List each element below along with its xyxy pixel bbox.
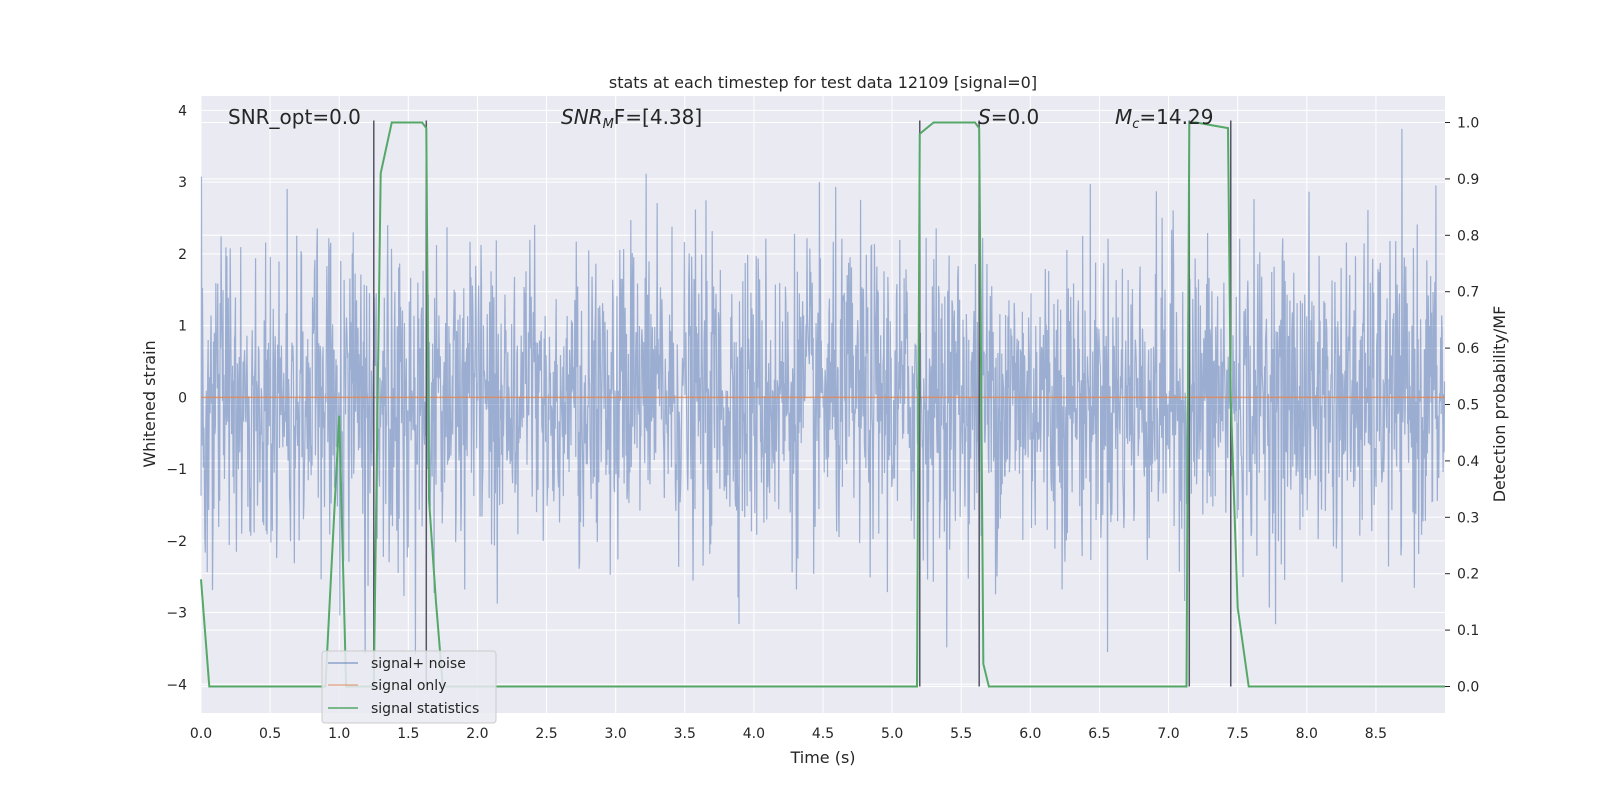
y-tick-label-right: 0.7 [1457,285,1479,301]
x-tick-label: 0.5 [259,726,281,742]
x-axis-label: Time (s) [789,748,855,767]
x-tick-label: 8.5 [1365,726,1387,742]
signal-noise-line [200,128,1446,655]
x-tick-label: 4.0 [743,726,765,742]
annotation-mc: Mc=14.29 [1115,105,1213,132]
legend: signal+ noise signal only signal statist… [321,650,497,724]
y-tick-label-left: −4 [166,677,187,693]
legend-label-signal-only: signal only [371,678,446,694]
y-tick-label-left: 3 [178,175,187,191]
legend-label-signal-noise: signal+ noise [371,656,466,672]
y-tick-label-left: −2 [166,534,187,550]
x-tick-label: 5.0 [881,726,903,742]
y-tick-label-left: 1 [178,319,187,335]
y-axis-label-right: Detection probability/MF [1490,306,1509,503]
x-tick-label: 2.5 [535,726,557,742]
y-tick-label-right: 0.3 [1457,510,1479,526]
x-tick-label: 3.5 [674,726,696,742]
annotation-snr-opt: SNR_opt=0.0 [228,105,361,129]
y-tick-label-right: 0.8 [1457,228,1479,244]
x-tick-label: 2.0 [466,726,488,742]
x-tick-label: 5.5 [950,726,972,742]
tick-labels: 0.0 0.5 1.0 1.5 2.0 2.5 3.0 3.5 4.0 4.5 5.0 5.5 6.0 6… [166,103,1479,742]
annotation-snr-mf-rest: F=[4.38] [614,105,702,129]
annotation-mc-rest: =14.29 [1139,105,1213,129]
y-tick-label-left: −1 [166,462,187,478]
signal-noise-series [200,128,1446,655]
y-tick-label-left: 2 [178,247,187,263]
x-tick-label: 4.5 [812,726,834,742]
x-tick-label: 8.0 [1296,726,1318,742]
annotation-snr-mf-sub: M [603,117,614,132]
y-tick-label-left: 4 [178,103,187,119]
y-tick-label-left: 0 [178,390,187,406]
x-tick-label: 7.5 [1227,726,1249,742]
signal-statistics-series [200,121,1445,688]
x-tick-label: 6.0 [1019,726,1041,742]
legend-label-signal-statistics: signal statistics [371,701,479,717]
annotation-s-rest: =0.0 [991,105,1040,129]
y-tick-label-right: 0.4 [1457,454,1479,470]
y-axis-label-left: Whitened strain [140,340,159,467]
y-tick-label-right: 0.6 [1457,341,1479,357]
annotation-s-italic: S [978,105,991,129]
chart-title: stats at each timestep for test data 121… [609,73,1037,92]
y-tick-label-right: 0.5 [1457,398,1479,414]
signal-statistics-line [200,121,1445,688]
x-tick-label: 7.0 [1157,726,1179,742]
y-tick-label-right: 0.2 [1457,567,1479,583]
annotation-mc-sub: c [1132,117,1139,132]
annotation-mc-italic: M [1115,105,1132,129]
legend-box [321,650,497,724]
x-tick-label: 1.5 [397,726,419,742]
x-tick-label: 0.0 [190,726,212,742]
annotation-snr-mf: SNRMF=[4.38] [561,105,702,132]
y-tick-label-left: −3 [166,606,187,622]
x-tick-label: 6.5 [1088,726,1110,742]
y-tick-label-right: 0.1 [1457,623,1479,639]
y-tick-label-right: 0.0 [1457,679,1479,695]
y-tick-label-right: 0.9 [1457,172,1479,188]
annotation-s: S=0.0 [978,105,1039,129]
y-tick-label-right: 1.0 [1457,116,1479,132]
x-tick-label: 3.0 [605,726,627,742]
annotation-snr-mf-italic: SNR [561,105,603,129]
x-tick-label: 1.0 [328,726,350,742]
